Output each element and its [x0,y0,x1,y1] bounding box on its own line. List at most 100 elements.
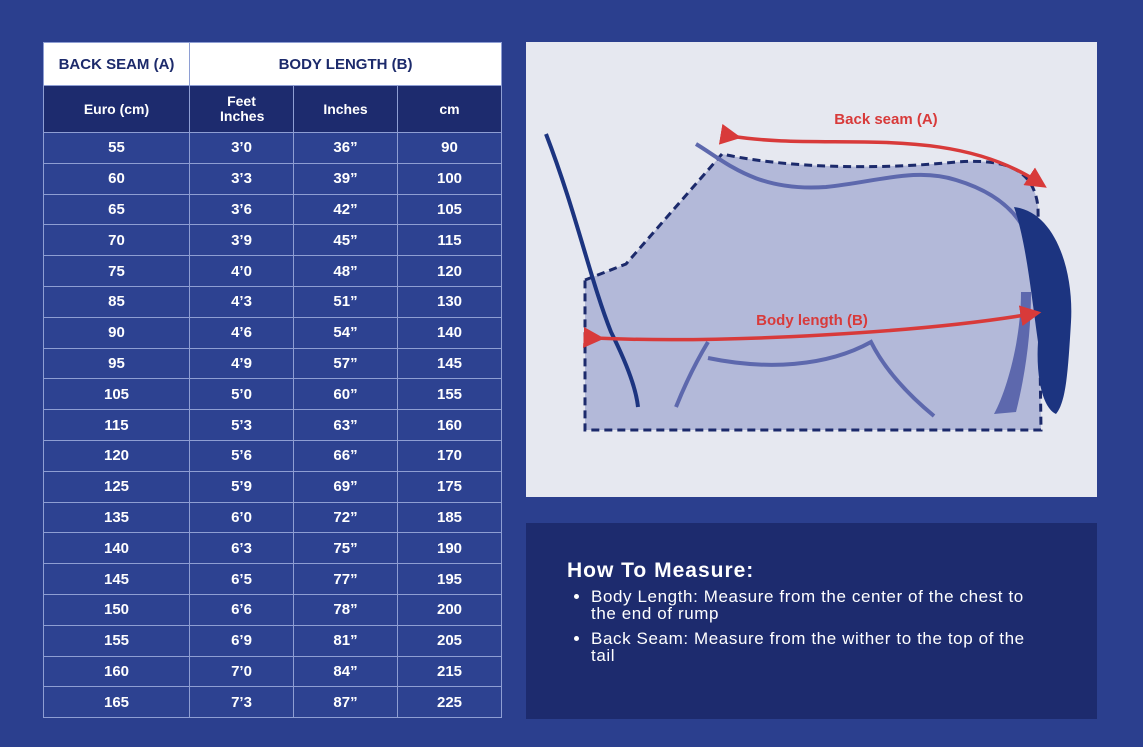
table-row: 85 4’3 51” 130 [43,285,503,318]
table-cell: 36” [293,132,398,164]
table-cell: 125 [43,470,190,503]
table-cell: 195 [396,563,503,595]
table-cell: 6’3 [189,532,294,565]
group-header: BODY LENGTH (B) [188,42,503,86]
table-cell: 4’0 [189,255,294,287]
table-cell: 115 [396,224,503,257]
table-cell: 65 [43,193,190,226]
table-cell: 205 [396,624,503,657]
table-cell: 215 [396,655,503,688]
diagram-panel: Back seam (A) Body length (B) [526,42,1097,497]
tail [1014,207,1072,414]
instructions-panel: How To Measure: Body Length: Measure fro… [526,523,1097,719]
table-cell: 155 [396,378,503,411]
table-cell: 90 [43,316,190,349]
table-cell: 140 [43,532,190,565]
table-cell: 45” [293,224,398,257]
table-row: 60 3’3 39” 100 [43,162,503,195]
table-cell: 4’6 [189,316,294,349]
table-row: 65 3’6 42” 105 [43,193,503,226]
table-cell: 63” [293,409,398,441]
table-cell: 3’0 [189,132,294,164]
table-cell: 145 [396,347,503,380]
table-cell: 165 [43,686,190,719]
table-cell: 6’0 [189,501,294,534]
table-cell: 3’3 [189,162,294,195]
table-row: 145 6’5 77” 195 [43,563,503,595]
col-header: cm [396,85,503,133]
table-row: 70 3’9 45” 115 [43,224,503,257]
table-cell: 75” [293,532,398,565]
table-cell: 48” [293,255,398,287]
table-cell: 78” [293,593,398,626]
table-row: 90 4’6 54” 140 [43,316,503,349]
table-cell: 7’3 [189,686,294,719]
table-cell: 55 [43,132,190,164]
table-cell: 115 [43,409,190,441]
blanket [583,152,1043,432]
table-cell: 105 [43,378,190,411]
table-cell: 135 [43,501,190,534]
table-cell: 150 [43,593,190,626]
table-cell: 100 [396,162,503,195]
table-row: 120 5’6 66” 170 [43,439,503,472]
table-cell: 90 [396,132,503,164]
table-cell: 4’9 [189,347,294,380]
table-cell: 85 [43,285,190,318]
table-cell: 60” [293,378,398,411]
table-cell: 5’9 [189,470,294,503]
table-cell: 5’0 [189,378,294,411]
table-cell: 4’3 [189,285,294,318]
table-cell: 6’9 [189,624,294,657]
size-table: BACK SEAM (A) BODY LENGTH (B) Euro (cm) Fe… [43,42,503,719]
table-cell: 190 [396,532,503,565]
instructions-title: How To Measure: [567,559,755,582]
table-row: 95 4’9 57” 145 [43,347,503,380]
table-cell: 77” [293,563,398,595]
table-cell: 51” [293,285,398,318]
table-cell: 54” [293,316,398,349]
table-body: 55 3’0 36” 90 60 3’3 39” 100 65 3’6 42” 105 70 3’9 45”… [43,132,503,719]
table-cell: 3’9 [189,224,294,257]
table-cell: 3’6 [189,193,294,226]
table-cell: 70 [43,224,190,257]
table-cell: 39” [293,162,398,195]
table-cell: 75 [43,255,190,287]
table-cell: 5’6 [189,439,294,472]
table-cell: 105 [396,193,503,226]
table-cell: 170 [396,439,503,472]
table-cell: 120 [396,255,503,287]
table-row: 75 4’0 48” 120 [43,255,503,287]
body-length-label: Body length (B) [756,312,868,329]
table-cell: 145 [43,563,190,595]
col-header: Inches [293,85,398,133]
group-header: BACK SEAM (A) [43,42,190,86]
table-cell: 95 [43,347,190,380]
table-cell: 175 [396,470,503,503]
table-cell: 225 [396,686,503,719]
table-cell: 200 [396,593,503,626]
horse-diagram: Back seam (A) Body length (B) [544,111,1072,432]
table-cell: 120 [43,439,190,472]
table-row: 125 5’9 69” 175 [43,470,503,503]
instructions-list: Body Length: Measure from the center of … [567,588,1057,664]
table-row: 165 7’3 87” 225 [43,686,503,719]
table-cell: 6’6 [189,593,294,626]
table-cell: 160 [396,409,503,441]
body-length-arrow [583,305,1042,349]
table-cell: 160 [43,655,190,688]
table-row: 105 5’0 60” 155 [43,378,503,411]
table-cell: 5’3 [189,409,294,441]
table-cell: 7’0 [189,655,294,688]
table-row: 115 5’3 63” 160 [43,409,503,441]
table-cell: 6’5 [189,563,294,595]
table-cell: 87” [293,686,398,719]
col-header: Feet Inches [189,85,294,133]
table-row: 155 6’9 81” 205 [43,624,503,657]
table-cell: 140 [396,316,503,349]
table-cell: 155 [43,624,190,657]
table-cell: 81” [293,624,398,657]
table-row: 135 6’0 72” 185 [43,501,503,534]
instruction-item: Back Seam: Measure from the wither to th… [591,630,1041,664]
